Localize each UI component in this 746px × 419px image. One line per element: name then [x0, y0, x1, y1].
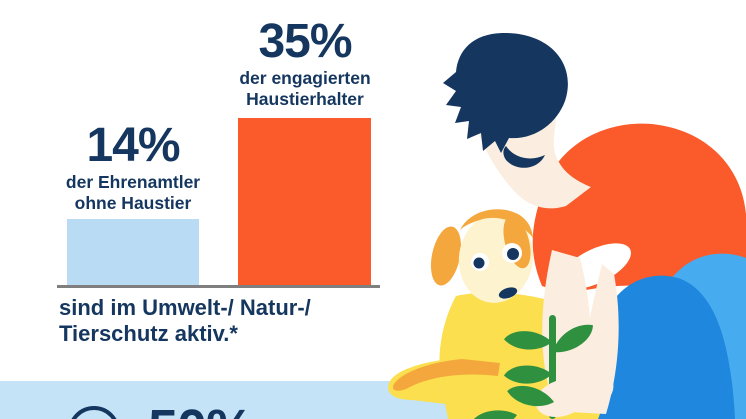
man-smile [503, 146, 545, 168]
stat-value-large: 35% [258, 15, 352, 68]
man-shirt [532, 123, 746, 312]
dog-eye-right-pupil [507, 248, 519, 260]
dog-head-patch [460, 209, 533, 238]
chart-footnote: sind im Umwelt-/ Natur-/ Tierschutz akti… [59, 295, 399, 346]
chart-footnote-line1: sind im Umwelt-/ Natur-/ [59, 295, 311, 320]
bottom-band: 50% [0, 381, 746, 419]
band-stat-value: 50% [148, 402, 254, 419]
stat-label-small-line1: der Ehrenamtler [65, 172, 201, 192]
dog-ear-left [430, 226, 462, 286]
dog-eye-right-white [502, 243, 522, 263]
dog-eye-left-pupil [473, 257, 485, 269]
bar-ehrenamtler-ohne-haustier [67, 219, 199, 286]
stat-label-large-line1: der engagierten [239, 68, 371, 88]
dog-ear-right [503, 215, 531, 269]
man-face [471, 67, 591, 209]
dog-head [458, 213, 534, 303]
stat-label-large: der engagierten Haustierhalter [205, 68, 405, 110]
man-sleeve-cuff [561, 243, 631, 289]
dog-nose [498, 287, 518, 299]
plant-leaf-upper-left [503, 331, 552, 350]
stat-label-large-line2: Haustierhalter [246, 89, 364, 109]
bar-engagierte-haustierhalter [238, 118, 371, 286]
chart-baseline [57, 285, 380, 288]
chart-footnote-line2: Tierschutz aktiv.* [59, 320, 238, 346]
stat-label-small-line2: ohne Haustier [74, 193, 192, 213]
stat-label-small: der Ehrenamtler ohne Haustier [33, 172, 233, 214]
plant-leaf-upper-right [553, 324, 593, 353]
stat-value-small: 14% [86, 119, 180, 172]
man-hair [443, 32, 568, 153]
dog-eye-left-white [471, 253, 489, 271]
paw-circle-icon [68, 406, 120, 419]
